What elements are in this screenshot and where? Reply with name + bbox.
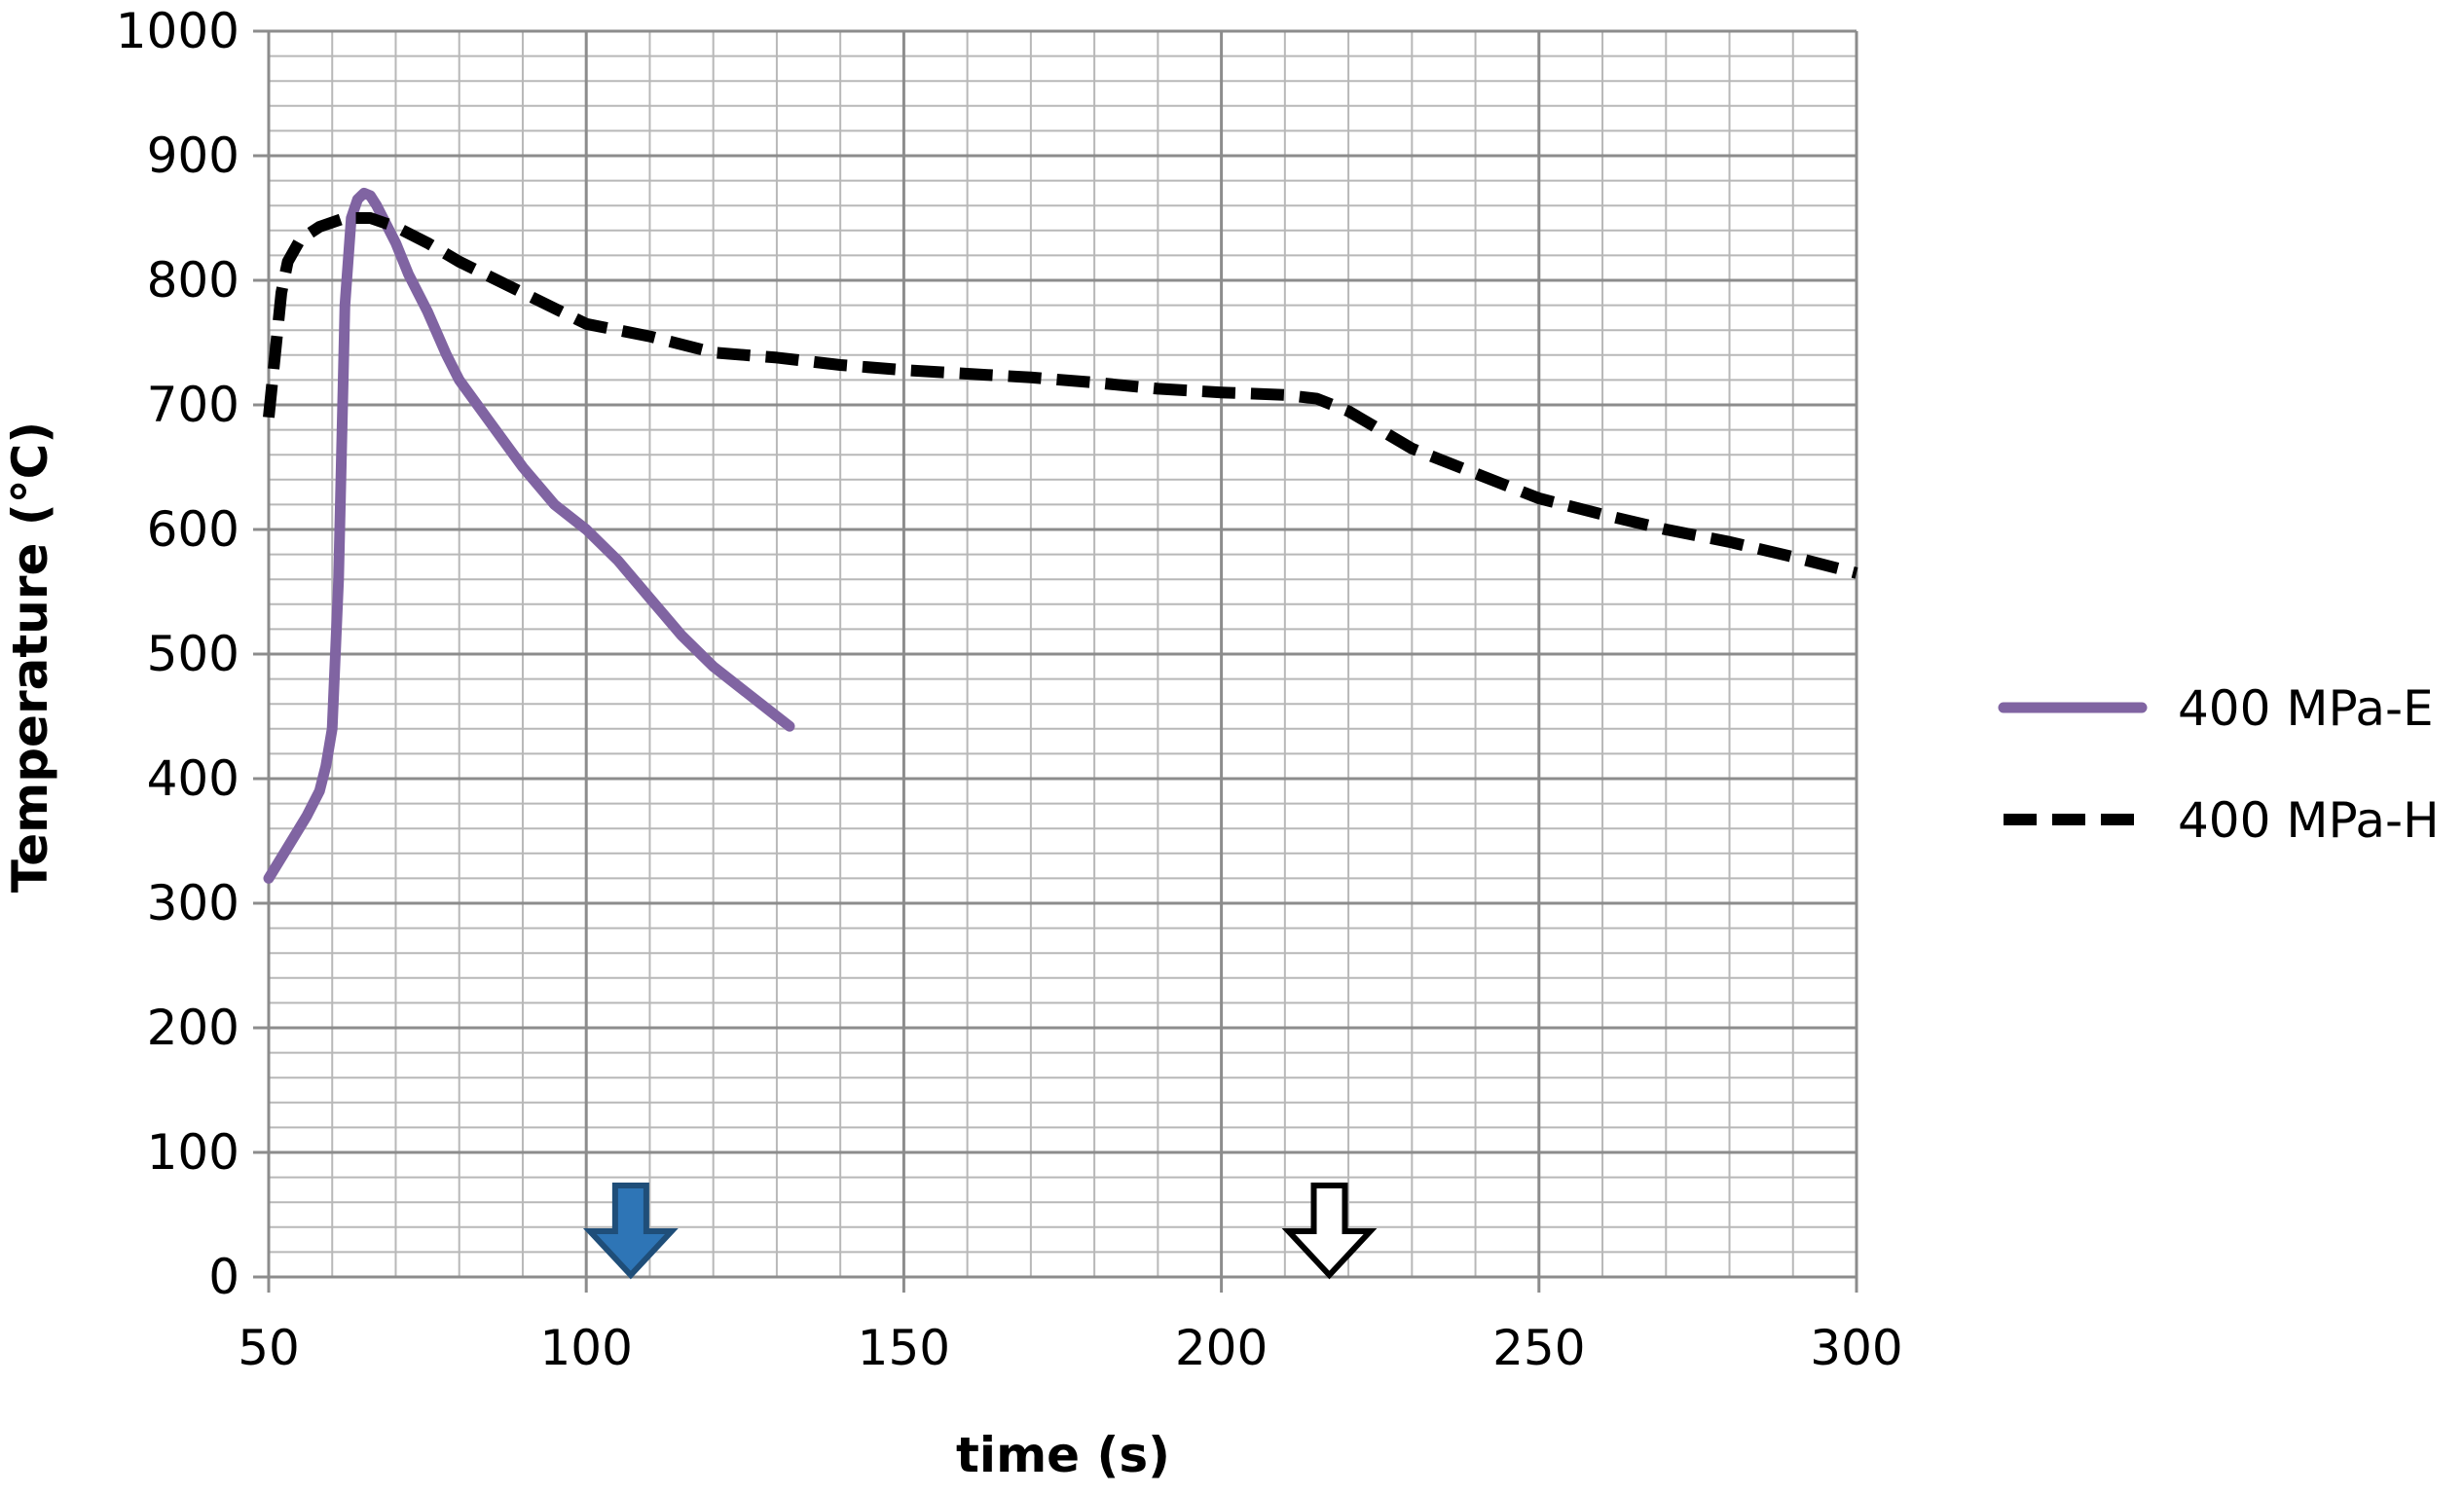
x-axis-title: time (s) (956, 1427, 1170, 1483)
major-grid (267, 29, 1858, 1279)
y-tick-label: 700 (147, 377, 239, 433)
y-tick-label: 300 (147, 875, 239, 931)
y-tick-label: 0 (208, 1249, 239, 1305)
plot-frame (253, 29, 1858, 1293)
legend: 400 MPa-E 400 MPa-H (1998, 680, 2440, 849)
x-tick-label: 100 (539, 1320, 632, 1376)
y-tick-label: 100 (147, 1124, 239, 1181)
y-tick-label: 500 (147, 626, 239, 682)
x-tick-label: 50 (238, 1320, 300, 1376)
series-line-1 (263, 187, 795, 884)
down-arrow-marker-1 (582, 1183, 679, 1280)
x-tick-label: 200 (1175, 1320, 1268, 1376)
legend-label-2: 400 MPa-H (2178, 792, 2440, 849)
down-arrow-marker-2 (1281, 1183, 1378, 1280)
annotation-layer (582, 1183, 1378, 1280)
y-tick-label: 1000 (116, 3, 239, 59)
y-tick-label: 200 (147, 1000, 239, 1056)
x-tick-label: 300 (1810, 1320, 1902, 1376)
y-tick-label: 600 (147, 501, 239, 558)
y-tick-label: 900 (147, 128, 239, 184)
x-tick-label: 250 (1492, 1320, 1585, 1376)
x-tick-labels: 50 100 150 200 250 300 (238, 1320, 1903, 1376)
y-tick-labels: 0 100 200 300 400 500 600 700 800 900 1000 (116, 3, 239, 1305)
x-tick-label: 150 (858, 1320, 950, 1376)
legend-label-1: 400 MPa-E (2178, 680, 2434, 737)
y-tick-label: 800 (147, 252, 239, 309)
y-axis-title: Temperature (°C) (2, 421, 58, 893)
series-layer (263, 187, 1858, 884)
series-line-2 (263, 212, 1858, 579)
y-tick-label: 400 (147, 750, 239, 807)
